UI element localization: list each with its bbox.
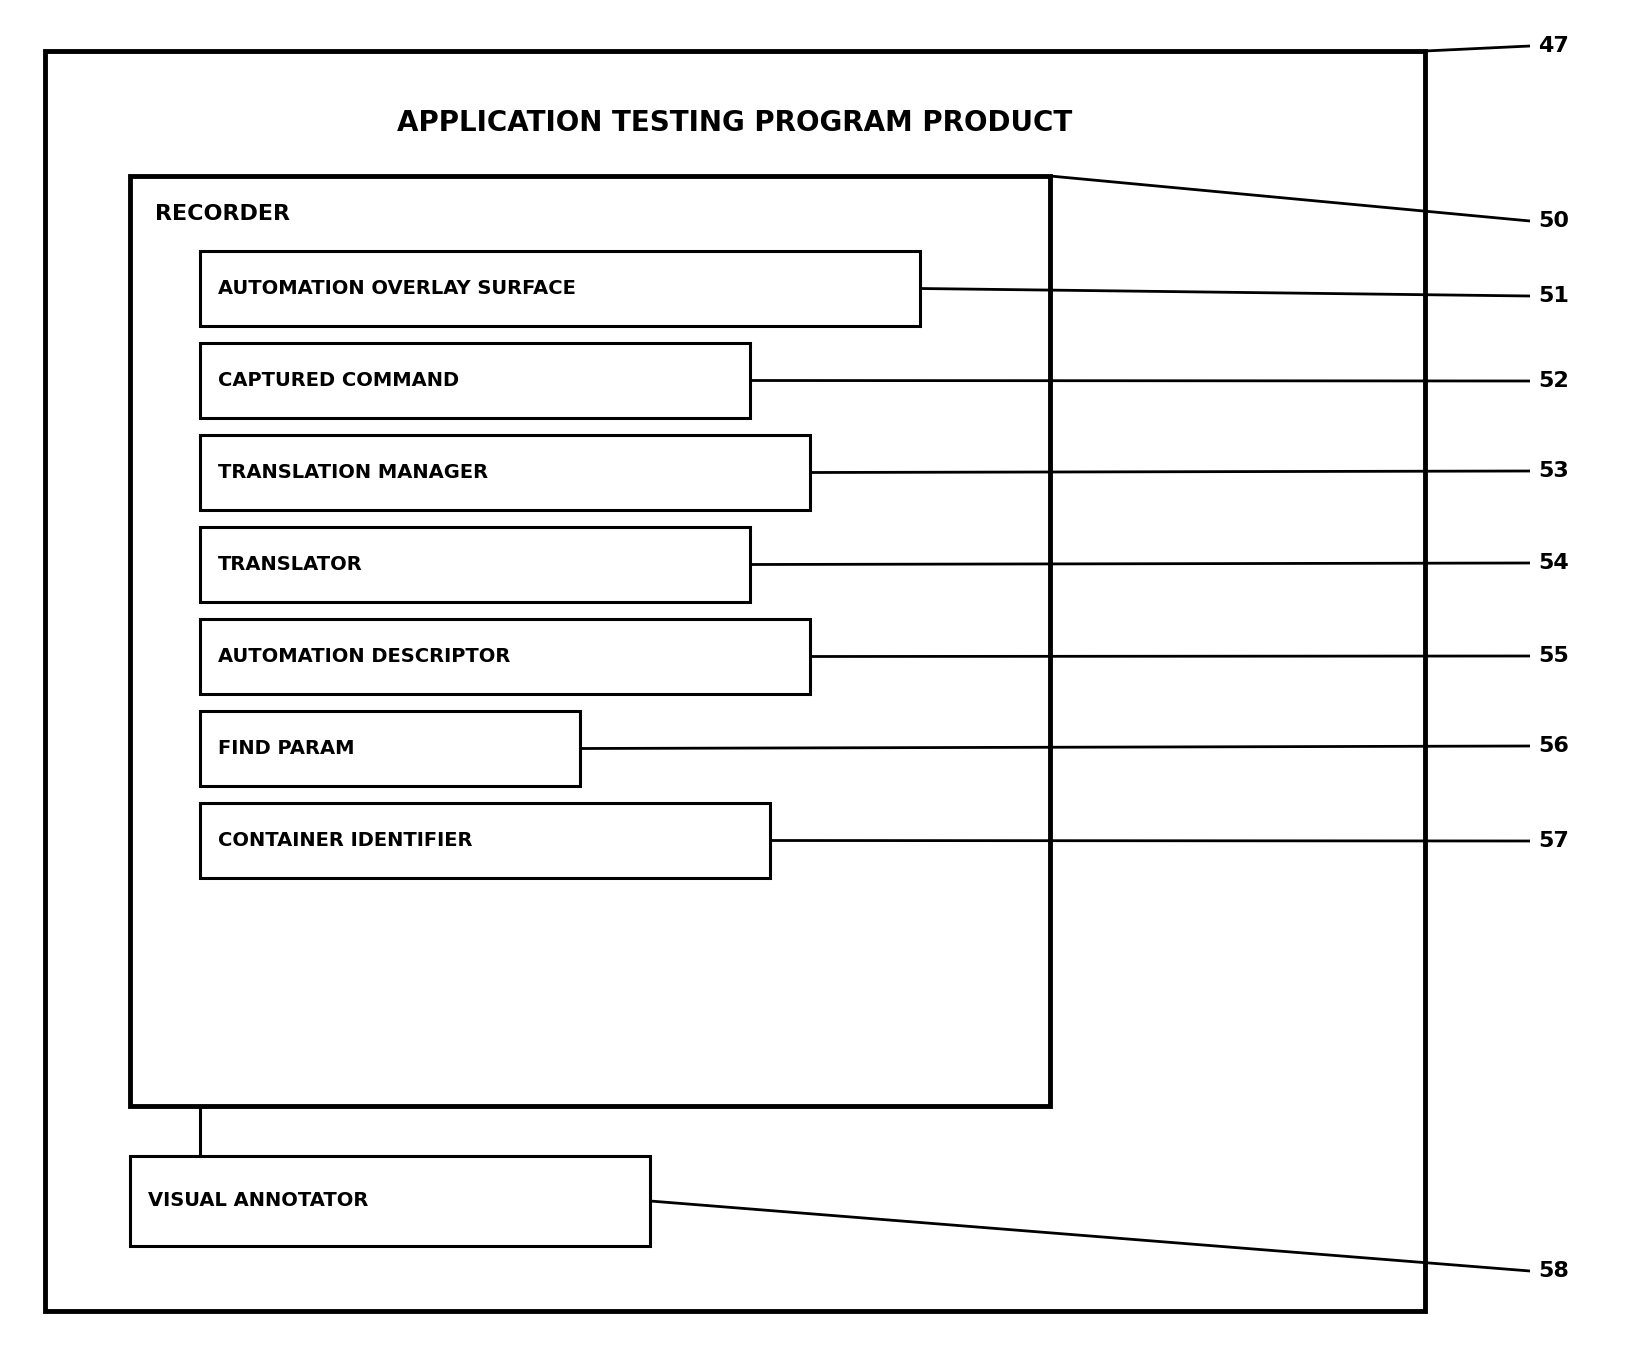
- Text: 52: 52: [1539, 372, 1568, 391]
- Bar: [200, 803, 770, 877]
- Text: 53: 53: [1539, 461, 1568, 481]
- Text: 56: 56: [1539, 736, 1568, 757]
- Text: 51: 51: [1539, 286, 1568, 306]
- Text: TRANSLATOR: TRANSLATOR: [218, 555, 363, 574]
- Bar: [200, 711, 580, 786]
- Bar: [200, 343, 750, 418]
- Text: APPLICATION TESTING PROGRAM PRODUCT: APPLICATION TESTING PROGRAM PRODUCT: [397, 108, 1072, 137]
- Text: VISUAL ANNOTATOR: VISUAL ANNOTATOR: [148, 1192, 368, 1211]
- Bar: [200, 435, 810, 510]
- Text: 58: 58: [1539, 1261, 1568, 1281]
- Bar: [200, 618, 810, 694]
- Text: 55: 55: [1539, 645, 1568, 666]
- Text: 57: 57: [1539, 831, 1568, 852]
- Text: TRANSLATION MANAGER: TRANSLATION MANAGER: [218, 462, 488, 481]
- Bar: [44, 52, 1425, 1311]
- Bar: [130, 1157, 650, 1246]
- Text: CONTAINER IDENTIFIER: CONTAINER IDENTIFIER: [218, 831, 473, 850]
- Bar: [130, 176, 1049, 1106]
- Text: 50: 50: [1539, 212, 1570, 231]
- Bar: [200, 251, 920, 325]
- Text: FIND PARAM: FIND PARAM: [218, 739, 355, 758]
- Bar: [200, 527, 750, 602]
- Text: AUTOMATION OVERLAY SURFACE: AUTOMATION OVERLAY SURFACE: [218, 279, 576, 298]
- Text: CAPTURED COMMAND: CAPTURED COMMAND: [218, 372, 460, 391]
- Text: 47: 47: [1539, 37, 1568, 56]
- Text: AUTOMATION DESCRIPTOR: AUTOMATION DESCRIPTOR: [218, 647, 511, 666]
- Text: 54: 54: [1539, 553, 1568, 574]
- Text: RECORDER: RECORDER: [154, 203, 291, 224]
